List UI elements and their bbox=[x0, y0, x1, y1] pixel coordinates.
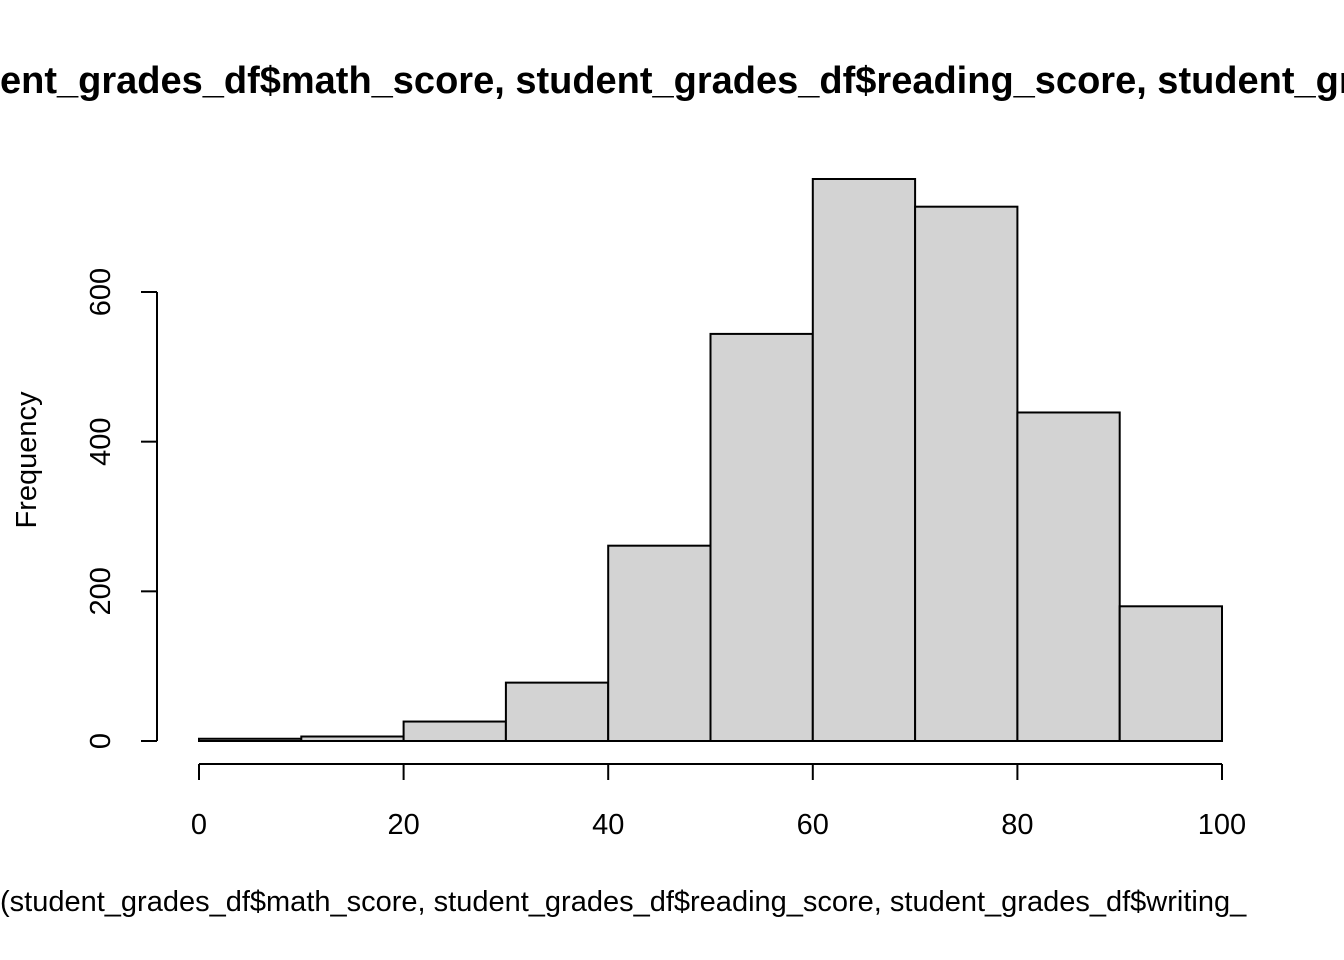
x-tick-label-20: 20 bbox=[387, 809, 419, 841]
histogram-bar-50-60 bbox=[709, 332, 814, 742]
y-tick-label-400: 400 bbox=[85, 417, 117, 465]
y-axis-label: Frequency bbox=[11, 391, 43, 529]
x-tick-label-40: 40 bbox=[592, 809, 624, 841]
x-axis-label: (student_grades_df$math_score, student_g… bbox=[0, 886, 1247, 918]
histogram-bar-0-10 bbox=[198, 737, 303, 743]
histogram-bar-10-20 bbox=[300, 735, 405, 743]
bars-group bbox=[198, 178, 1223, 743]
histogram-bar-60-70 bbox=[811, 178, 917, 742]
y-tick-label-0: 0 bbox=[85, 733, 117, 749]
x-tick-label-100: 100 bbox=[1198, 809, 1246, 841]
x-tick-label-80: 80 bbox=[1001, 809, 1033, 841]
y-tick-label-600: 600 bbox=[85, 268, 117, 316]
x-tick-label-0: 0 bbox=[191, 809, 207, 841]
histogram-bar-40-50 bbox=[607, 544, 712, 743]
histogram-bar-70-80 bbox=[914, 205, 1019, 742]
chart-title: ent_grades_df$math_score, student_grades… bbox=[0, 60, 1344, 102]
histogram-bar-80-90 bbox=[1016, 411, 1121, 742]
y-axis: 0 200 400 600 bbox=[85, 268, 158, 749]
histogram-bar-30-40 bbox=[504, 681, 610, 742]
y-tick-label-200: 200 bbox=[85, 567, 117, 615]
histogram-bar-20-30 bbox=[402, 720, 507, 742]
histogram-bar-90-100 bbox=[1118, 605, 1223, 743]
x-tick-label-60: 60 bbox=[797, 809, 829, 841]
x-axis: 0 20 40 60 80 100 bbox=[191, 763, 1246, 841]
